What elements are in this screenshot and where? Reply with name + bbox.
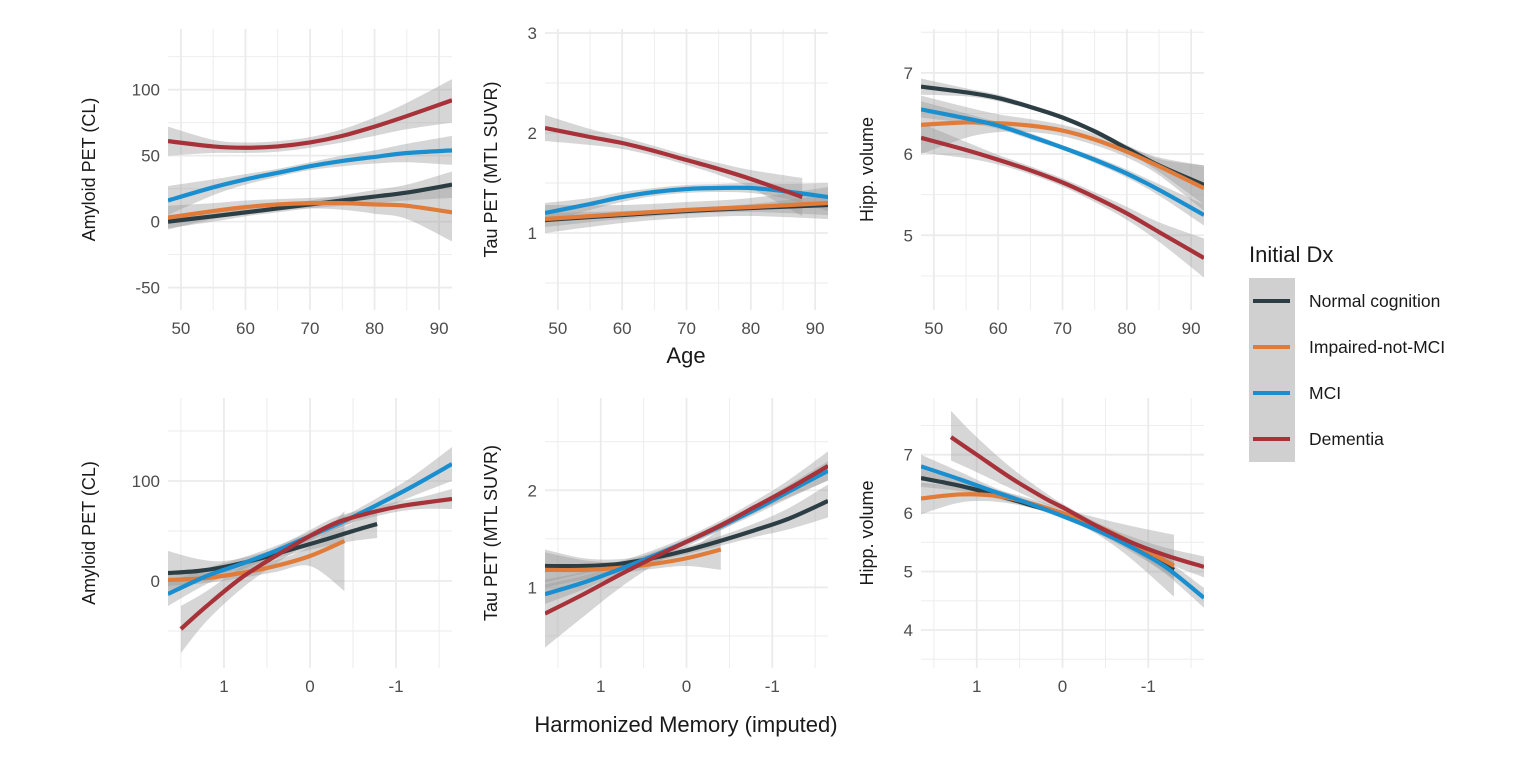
panel-row2-col1: 1 0 -1 0 100 Amyloid PET (CL) [79,398,452,696]
legend-label-mci: MCI [1309,383,1341,403]
y-tick-label: 6 [904,504,913,523]
x-tick-label: 60 [613,319,632,338]
line-mci [921,107,1204,217]
y-tick-label: 2 [528,124,537,143]
line-dementia [179,496,452,631]
series-group [921,78,1204,278]
series-group [545,115,828,233]
gridlines [168,29,452,310]
gridlines [545,398,828,668]
memory-x-axis-label: Harmonized Memory (imputed) [534,712,837,737]
ci-ribbon-normal-cognition [921,469,1174,579]
legend-label-normal-cognition: Normal cognition [1309,291,1440,311]
x-tick-label: 1 [219,677,228,696]
line-dementia [921,135,1204,260]
line-mci [168,148,452,203]
x-tick-label: 60 [989,319,1008,338]
ci-ribbon-dementia [545,451,828,648]
series-group [545,451,828,648]
x-tick-label: 80 [1117,319,1136,338]
legend-key-background [1249,278,1295,462]
legend-label-impaired-not-mci: Impaired-not-MCI [1309,337,1445,357]
legend-title: Initial Dx [1249,242,1333,267]
y-tick-label: 100 [132,81,160,100]
y-axis-label: Hipp. volume [857,480,877,585]
panel-row1-col2: 50 60 70 80 90 1 2 3 Tau PET (MTL SUVR) [481,24,828,338]
x-tick-label: 70 [677,319,696,338]
y-axis-label: Hipp. volume [857,117,877,222]
series-group [921,410,1204,608]
line-dementia [949,435,1204,569]
ci-ribbon-dementia [921,123,1204,278]
x-tick-label: -1 [388,677,403,696]
y-tick-label: 5 [904,563,913,582]
panel-row1-col3: 50 60 70 80 90 5 6 7 Hipp. volume [857,29,1204,338]
y-axis-label: Amyloid PET (CL) [79,461,99,605]
y-tick-label: 5 [904,226,913,245]
gridlines [921,29,1204,310]
x-tick-label: 80 [741,319,760,338]
x-tick-label: 90 [806,319,825,338]
y-tick-label: 50 [141,147,160,166]
y-axis-label: Tau PET (MTL SUVR) [481,445,501,621]
ci-ribbon-mci [545,183,828,223]
x-tick-label: -1 [1141,677,1156,696]
line-impaired-not-mci [545,200,828,222]
ci-ribbon-impaired-not-mci [545,529,721,588]
y-tick-label: 6 [904,145,913,164]
gridlines [921,398,1204,668]
x-tick-label: 90 [1182,319,1201,338]
x-tick-label: 80 [365,319,384,338]
y-tick-label: 1 [528,224,537,243]
x-tick-label: 90 [430,319,449,338]
y-tick-label: 0 [151,572,160,591]
line-mci [545,185,828,216]
x-tick-label: 70 [301,319,320,338]
y-tick-label: 100 [132,472,160,491]
line-dementia [545,464,828,616]
x-tick-label: 50 [548,319,567,338]
ci-ribbon-impaired-not-mci [168,511,345,591]
line-impaired-not-mci [168,200,452,220]
panel-row2-col2: 1 0 -1 1 2 Tau PET (MTL SUVR) [481,398,828,696]
panel-row2-col3: 1 0 -1 4 5 6 7 Hipp. volume [857,398,1204,696]
panel-row1-col1: 50 60 70 80 90 -50 0 50 100 Amyloid PET (CL) [79,29,452,338]
gridlines [545,29,828,310]
x-tick-label: 70 [1053,319,1072,338]
legend: Initial Dx Normal cognition Impaired-not… [1249,242,1445,462]
x-tick-label: 0 [305,677,314,696]
series-group [168,79,452,242]
x-tick-label: -1 [765,677,780,696]
y-tick-label: 2 [528,481,537,500]
ci-ribbon-normal-cognition [545,484,828,583]
legend-label-dementia: Dementia [1309,429,1384,449]
x-tick-label: 50 [171,319,190,338]
line-dementia [168,98,452,150]
y-tick-label: 3 [528,24,537,43]
y-tick-label: -50 [135,279,160,298]
y-tick-label: 4 [904,621,913,640]
x-tick-label: 0 [682,677,691,696]
y-tick-label: 0 [151,213,160,232]
y-tick-label: 7 [904,64,913,83]
x-tick-label: 60 [236,319,255,338]
age-x-axis-label: Age [666,343,705,368]
y-axis-label: Tau PET (MTL SUVR) [481,81,501,257]
ci-ribbon-dementia [180,489,452,653]
y-axis-label: Amyloid PET (CL) [79,98,99,242]
x-tick-label: 1 [972,677,981,696]
y-tick-label: 1 [528,578,537,597]
x-tick-label: 50 [924,319,943,338]
line-mci [921,464,1204,600]
line-normal-cognition [545,499,828,569]
x-tick-label: 1 [596,677,605,696]
y-tick-label: 7 [904,446,913,465]
line-dementia [545,125,803,199]
series-group [168,447,452,653]
x-tick-label: 0 [1058,677,1067,696]
